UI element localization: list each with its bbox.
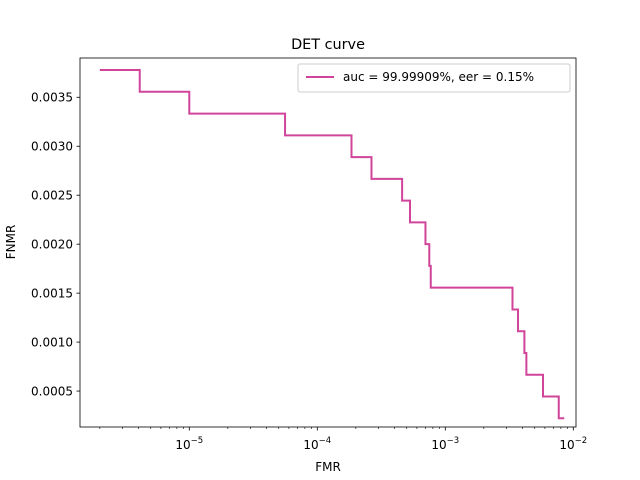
y-tick-label: 0.0030 — [31, 140, 73, 154]
x-tick-label: 10−2 — [559, 436, 587, 452]
plot-area — [79, 57, 577, 428]
y-axis-label: FNMR — [4, 225, 18, 260]
chart-title: DET curve — [291, 37, 365, 53]
x-tick-label: 10−5 — [175, 436, 203, 452]
x-tick-label: 10−3 — [431, 436, 459, 452]
y-tick-label: 0.0025 — [31, 188, 73, 202]
y-tick-label: 0.0015 — [31, 286, 73, 300]
x-axis: 10−5 10−4 10−3 10−2 — [99, 427, 587, 452]
legend-box — [297, 63, 571, 93]
y-tick-label: 0.0005 — [31, 384, 73, 398]
legend-label: auc = 99.99909%, eer = 0.15% — [343, 70, 534, 84]
y-tick-label: 0.0010 — [31, 335, 73, 349]
axes-frame — [79, 57, 577, 428]
legend: auc = 99.99909%, eer = 0.15% — [297, 63, 571, 93]
series-layer — [99, 69, 565, 420]
y-tick-label: 0.0035 — [31, 91, 73, 105]
x-axis-label: FMR — [315, 460, 341, 474]
series-line — [99, 69, 565, 420]
x-tick-label: 10−4 — [303, 436, 331, 452]
y-tick-label: 0.0020 — [31, 237, 73, 251]
y-axis: 0.0005 0.0010 0.0015 0.0020 0.0025 0.0030 0.00… — [31, 91, 80, 398]
